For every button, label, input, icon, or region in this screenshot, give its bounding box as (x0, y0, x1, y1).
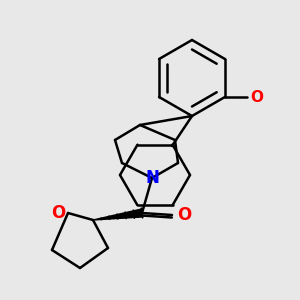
Text: O: O (51, 204, 65, 222)
Text: O: O (177, 206, 191, 224)
Polygon shape (93, 209, 142, 220)
Text: O: O (250, 89, 263, 104)
Text: N: N (145, 169, 159, 187)
